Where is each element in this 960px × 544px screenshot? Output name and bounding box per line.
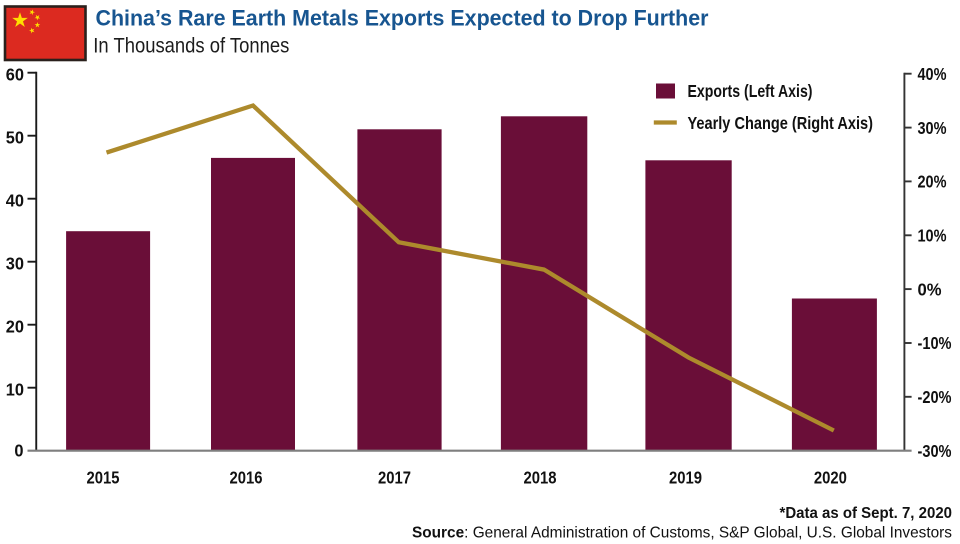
svg-text:30: 30 [6,253,24,273]
svg-text:-30%: -30% [918,441,952,461]
svg-text:2017: 2017 [378,468,411,488]
svg-text:Yearly Change (Right Axis): Yearly Change (Right Axis) [688,113,874,133]
svg-text:Exports (Left Axis): Exports (Left Axis) [688,81,813,101]
svg-text:0: 0 [14,440,23,460]
svg-text:2019: 2019 [669,468,702,488]
svg-text:40%: 40% [918,64,947,84]
svg-text:10: 10 [6,379,24,399]
svg-text:*Data as of Sept. 7, 2020: *Data as of Sept. 7, 2020 [780,505,953,522]
svg-text:2015: 2015 [87,468,120,488]
svg-text:Source: General Administration: Source: General Administration of Custom… [412,525,952,542]
svg-text:60: 60 [6,64,24,84]
svg-text:In Thousands of Tonnes: In Thousands of Tonnes [93,34,289,57]
svg-text:-20%: -20% [918,387,952,407]
svg-text:30%: 30% [918,118,947,138]
svg-text:40: 40 [6,190,24,210]
svg-text:0%: 0% [918,279,942,299]
svg-text:-10%: -10% [918,333,952,353]
svg-text:20: 20 [6,316,24,336]
svg-text:China’s Rare Earth Metals Expo: China’s Rare Earth Metals Exports Expect… [96,6,709,31]
svg-text:20%: 20% [918,172,947,192]
svg-text:2020: 2020 [814,468,847,488]
svg-text:2018: 2018 [524,468,557,488]
svg-text:2016: 2016 [230,468,263,488]
svg-text:10%: 10% [918,226,947,246]
svg-text:50: 50 [6,127,24,147]
